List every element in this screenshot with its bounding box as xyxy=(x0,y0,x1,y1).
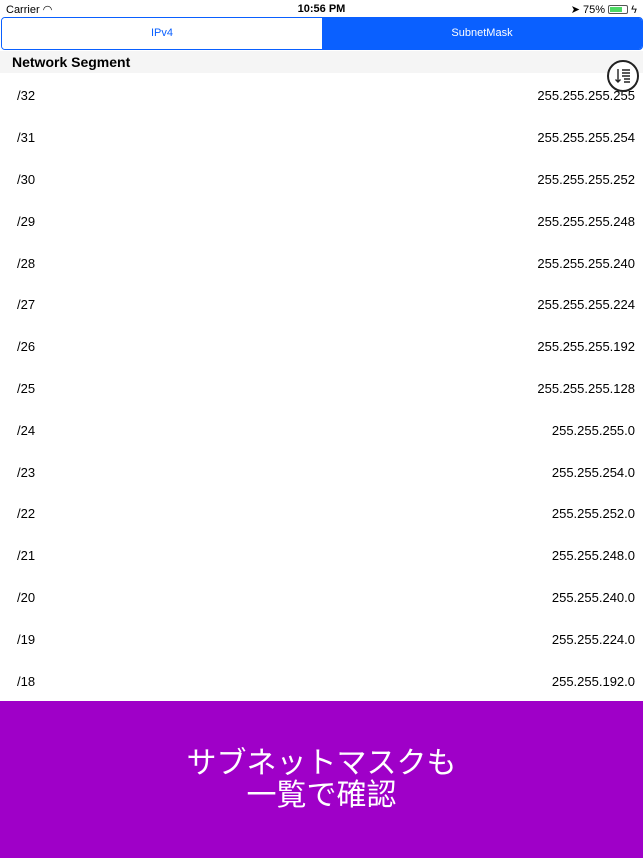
table-row[interactable]: /23 255.255.254.0 xyxy=(0,451,643,493)
charging-icon: ϟ xyxy=(631,4,637,16)
table-row[interactable]: /18 255.255.192.0 xyxy=(0,660,643,702)
mask-value: 255.255.255.254 xyxy=(537,130,635,146)
sort-button[interactable] xyxy=(607,60,639,92)
mask-value: 255.255.255.128 xyxy=(537,380,635,396)
table-row[interactable]: /22 255.255.252.0 xyxy=(0,493,643,535)
prefix-label: /20 xyxy=(17,589,36,605)
table-row[interactable]: /32 255.255.255.255 xyxy=(0,75,643,117)
mask-value: 255.255.254.0 xyxy=(551,464,635,480)
battery-percent: 75% xyxy=(583,4,606,16)
prefix-label: /27 xyxy=(17,297,36,313)
mask-value: 255.255.252.0 xyxy=(551,506,635,522)
battery-icon xyxy=(608,5,629,14)
prefix-label: /31 xyxy=(17,130,36,146)
mask-value: 255.255.255.248 xyxy=(537,213,635,229)
prefix-label: /22 xyxy=(17,506,36,522)
table-row[interactable]: /20 255.255.240.0 xyxy=(0,577,643,619)
mask-value: 255.255.255.224 xyxy=(537,297,635,313)
mask-value: 255.255.192.0 xyxy=(551,673,635,689)
segmented-control: IPv4 SubnetMask xyxy=(1,17,643,50)
mask-value: 255.255.255.255 xyxy=(537,88,635,104)
table-row[interactable]: /25 255.255.255.128 xyxy=(0,368,643,410)
prefix-label: /21 xyxy=(17,548,36,564)
prefix-label: /23 xyxy=(17,464,36,480)
banner-line1: サブネットマスクも xyxy=(186,746,457,781)
mask-value: 255.255.255.0 xyxy=(551,422,635,438)
promo-banner: サブネットマスクも 一覧で確認 xyxy=(0,701,643,858)
prefix-label: /26 xyxy=(17,339,36,355)
location-icon: ➤ xyxy=(570,4,580,16)
prefix-label: /24 xyxy=(17,422,36,438)
sort-icon xyxy=(615,69,630,83)
mask-value: 255.255.255.240 xyxy=(537,255,635,271)
tab-ipv4[interactable]: IPv4 xyxy=(2,18,322,49)
wifi-icon: ◠ xyxy=(42,4,53,16)
prefix-label: /19 xyxy=(17,631,36,647)
table-row[interactable]: /29 255.255.255.248 xyxy=(0,200,643,242)
mask-value: 255.255.224.0 xyxy=(551,631,635,647)
table-row[interactable]: /27 255.255.255.224 xyxy=(0,284,643,326)
subnet-list[interactable]: /32 255.255.255.255/31 255.255.255.254/30 2… xyxy=(0,75,643,702)
table-row[interactable]: /24 255.255.255.0 xyxy=(0,409,643,451)
banner-line2: 一覧で確認 xyxy=(246,778,397,813)
prefix-label: /25 xyxy=(17,380,36,396)
table-row[interactable]: /26 255.255.255.192 xyxy=(0,326,643,368)
table-row[interactable]: /28 255.255.255.240 xyxy=(0,242,643,284)
prefix-label: /29 xyxy=(17,213,36,229)
status-bar: Carrier ◠ 10:56 PM ➤ 75% ϟ xyxy=(0,0,643,17)
table-row[interactable]: /19 255.255.224.0 xyxy=(0,618,643,660)
table-row[interactable]: /30 255.255.255.252 xyxy=(0,159,643,201)
clock: 10:56 PM xyxy=(297,3,346,15)
carrier-label: Carrier xyxy=(6,4,40,16)
prefix-label: /18 xyxy=(17,673,36,689)
table-row[interactable]: /31 255.255.255.254 xyxy=(0,117,643,159)
tab-subnetmask[interactable]: SubnetMask xyxy=(322,18,642,49)
prefix-label: /32 xyxy=(17,88,36,104)
mask-value: 255.255.255.192 xyxy=(537,339,635,355)
table-row[interactable]: /21 255.255.248.0 xyxy=(0,535,643,577)
prefix-label: /28 xyxy=(17,255,36,271)
mask-value: 255.255.255.252 xyxy=(537,171,635,187)
mask-value: 255.255.240.0 xyxy=(551,589,635,605)
prefix-label: /30 xyxy=(17,171,36,187)
mask-value: 255.255.248.0 xyxy=(551,548,635,564)
section-header: Network Segment xyxy=(0,51,643,73)
